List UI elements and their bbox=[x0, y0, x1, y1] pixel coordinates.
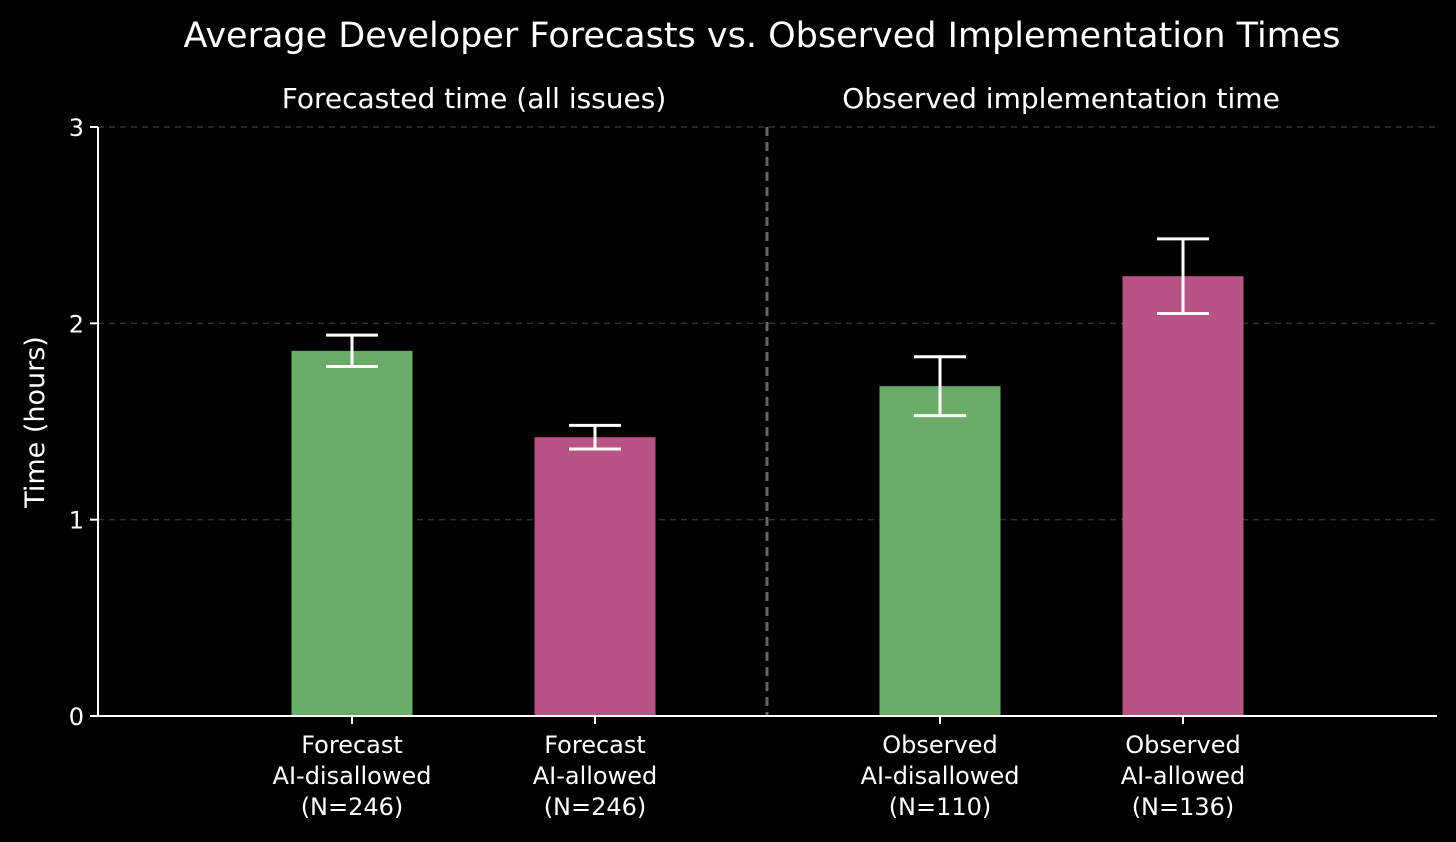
x-tick-label: Observed AI-allowed (N=136) bbox=[1121, 731, 1246, 821]
y-tick-label: 1 bbox=[69, 507, 84, 535]
x-tick-label-line: Forecast bbox=[301, 731, 403, 759]
x-tick-label-line: AI-disallowed bbox=[273, 762, 432, 790]
y-tick-label: 0 bbox=[69, 703, 84, 731]
x-tick-label-line: (N=246) bbox=[544, 793, 647, 821]
bar bbox=[291, 350, 413, 716]
x-tick-label-line: (N=110) bbox=[889, 793, 992, 821]
x-tick-label-line: (N=136) bbox=[1132, 793, 1235, 821]
y-tick-label: 3 bbox=[69, 114, 84, 142]
x-tick-label-line: Observed bbox=[1125, 731, 1240, 759]
section-label-observed: Observed implementation time bbox=[842, 82, 1280, 115]
x-tick-label: Forecast AI-allowed (N=246) bbox=[533, 731, 658, 821]
y-tick-label: 2 bbox=[69, 310, 84, 338]
x-tick-label-line: (N=246) bbox=[301, 793, 404, 821]
section-label-forecast: Forecasted time (all issues) bbox=[282, 82, 667, 115]
x-tick-label: Observed AI-disallowed (N=110) bbox=[861, 731, 1020, 821]
chart-title: Average Developer Forecasts vs. Observed… bbox=[183, 16, 1340, 56]
x-tick-label-line: AI-allowed bbox=[533, 762, 658, 790]
bar bbox=[1122, 276, 1244, 716]
bar bbox=[534, 437, 656, 716]
x-tick-label-line: AI-allowed bbox=[1121, 762, 1246, 790]
y-axis-label: Time (hours) bbox=[20, 336, 51, 509]
bar bbox=[879, 386, 1001, 716]
x-tick-label: Forecast AI-disallowed (N=246) bbox=[273, 731, 432, 821]
x-tick-label-line: AI-disallowed bbox=[861, 762, 1020, 790]
x-tick-label-line: Forecast bbox=[544, 731, 646, 759]
x-tick-label-line: Observed bbox=[882, 731, 997, 759]
